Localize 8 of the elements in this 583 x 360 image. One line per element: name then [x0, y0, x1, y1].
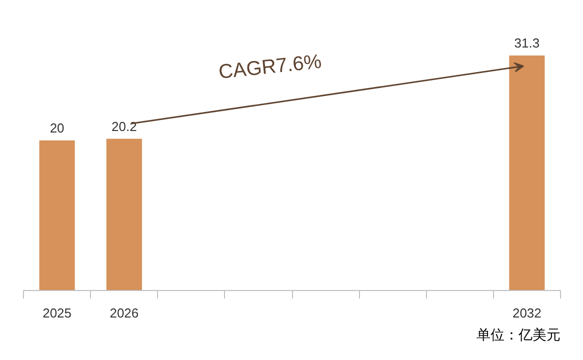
x-tick-label: 2032: [512, 306, 542, 320]
data-label: 20: [50, 120, 64, 136]
data-label: 31.3: [514, 35, 540, 50]
data-label: 20.2: [112, 118, 137, 134]
annotation: CAGR7.6%: [218, 50, 323, 84]
x-tick-label: 2026: [110, 306, 139, 320]
text: 单位：亿美元: [476, 328, 560, 344]
x-tick-label: 2025: [42, 306, 72, 320]
